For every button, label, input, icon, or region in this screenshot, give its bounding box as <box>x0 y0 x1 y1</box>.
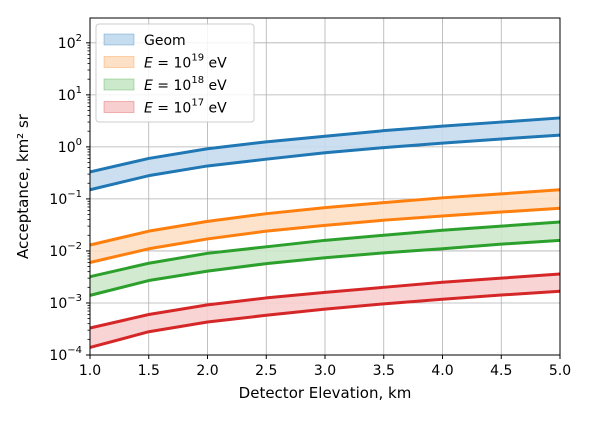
x-tick-label: 5.0 <box>549 363 571 379</box>
band-upper-line <box>89 272 561 330</box>
x-tick-label: 4.0 <box>431 363 453 379</box>
band-lower-line <box>89 289 561 349</box>
legend-swatch <box>103 56 135 68</box>
legend-eq: = <box>153 101 174 117</box>
x-axis-label: Detector Elevation, km <box>239 384 412 402</box>
legend-swatch <box>103 101 135 113</box>
y-axis-label: Acceptance, km² sr <box>14 113 32 259</box>
legend-label: Geom <box>144 33 186 49</box>
y-tick-exponent: −2 <box>67 241 82 252</box>
legend-entry: Geom <box>144 33 186 49</box>
y-tick-base: 10 <box>58 36 76 52</box>
legend-var: E <box>144 56 153 72</box>
legend-unit: eV <box>204 101 227 117</box>
band-fill <box>90 222 560 296</box>
legend-var: E <box>144 78 153 94</box>
band-upper-line <box>89 188 561 247</box>
series-bands <box>89 116 561 349</box>
legend-unit: eV <box>204 78 227 94</box>
y-tick-base: 10 <box>49 296 67 312</box>
band-fill <box>90 189 560 263</box>
legend-exponent: 19 <box>191 53 204 64</box>
axis-ticks <box>86 42 561 359</box>
band-lower-line <box>89 206 561 264</box>
band-upper-line <box>89 116 561 174</box>
legend-box <box>95 23 255 123</box>
band-fill <box>90 274 560 348</box>
y-tick-exponent: −1 <box>67 189 82 200</box>
legend-entry: E = 1018 eV <box>144 75 227 94</box>
series-band-0 <box>89 116 561 192</box>
y-tick-base: 10 <box>49 192 67 208</box>
x-tick-label: 2.5 <box>255 363 277 379</box>
legend-eq: = <box>153 78 174 94</box>
y-tick-label: 10−4 <box>49 345 82 364</box>
y-tick-label: 10−1 <box>49 189 82 208</box>
legend-base: 10 <box>174 78 192 94</box>
band-fill <box>90 117 560 190</box>
y-tick-label: 100 <box>58 137 82 156</box>
y-tick-exponent: 1 <box>76 85 82 96</box>
legend-entry: E = 1019 eV <box>144 53 227 72</box>
x-tick-labels: 1.0 1.5 2.0 2.5 3.0 3.5 4.0 4.5 5.0 <box>79 363 571 379</box>
legend-base: 10 <box>174 56 192 72</box>
y-tick-label: 102 <box>58 33 82 52</box>
x-tick-label: 3.5 <box>373 363 395 379</box>
series-band-2 <box>89 220 561 297</box>
y-tick-label: 10−2 <box>49 241 82 260</box>
y-tick-base: 10 <box>58 88 76 104</box>
legend-swatch <box>103 78 135 91</box>
x-tick-label: 1.5 <box>138 363 160 379</box>
y-tick-exponent: 0 <box>76 137 82 148</box>
legend-unit: eV <box>204 56 227 72</box>
legend-eq: = <box>153 56 174 72</box>
legend-exponent: 17 <box>191 98 204 109</box>
y-tick-exponent: −4 <box>67 345 82 356</box>
y-tick-label: 101 <box>58 85 82 104</box>
y-tick-base: 10 <box>49 244 67 260</box>
y-tick-base: 10 <box>49 348 67 364</box>
y-tick-label: 10−3 <box>49 293 82 312</box>
x-tick-label: 4.5 <box>490 363 512 379</box>
legend-base: 10 <box>174 101 192 117</box>
y-tick-base: 10 <box>58 140 76 156</box>
series-band-3 <box>89 272 561 349</box>
x-tick-label: 3.0 <box>314 363 336 379</box>
y-tick-exponent: 2 <box>76 33 82 44</box>
band-upper-line <box>89 220 561 279</box>
legend-var: E <box>144 101 153 117</box>
band-lower-line <box>89 133 561 192</box>
y-tick-exponent: −3 <box>67 293 82 304</box>
band-lower-line <box>89 238 561 297</box>
x-tick-label: 1.0 <box>79 363 101 379</box>
x-tick-label: 2.0 <box>196 363 218 379</box>
legend-exponent: 18 <box>191 75 204 86</box>
series-band-1 <box>89 188 561 264</box>
legend-swatch <box>103 33 135 46</box>
legend-entry: E = 1017 eV <box>144 98 227 117</box>
